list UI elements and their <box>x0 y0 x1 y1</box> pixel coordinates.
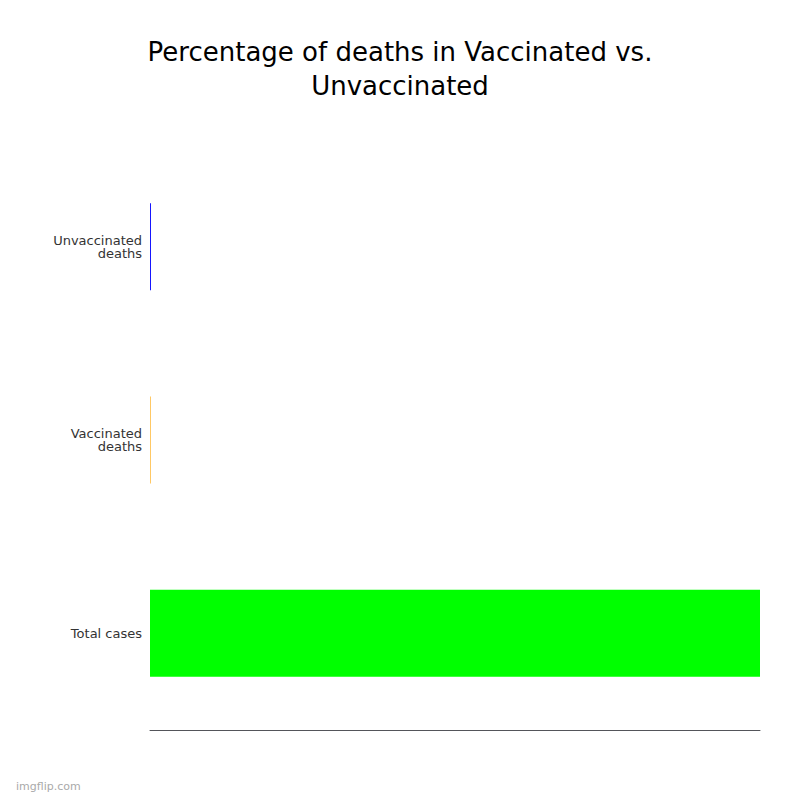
svg-text:Total cases: Total cases <box>70 626 142 641</box>
svg-text:deaths: deaths <box>98 246 143 261</box>
svg-text:Percentage of deaths in Vaccin: Percentage of deaths in Vaccinated vs. <box>148 37 653 67</box>
svg-text:deaths: deaths <box>98 439 143 454</box>
svg-text:Unvaccinated: Unvaccinated <box>311 71 489 101</box>
svg-text:Unvaccinated: Unvaccinated <box>53 232 142 248</box>
svg-text:imgflip.com: imgflip.com <box>16 780 81 793</box>
svg-text:Vaccinated: Vaccinated <box>70 426 142 441</box>
